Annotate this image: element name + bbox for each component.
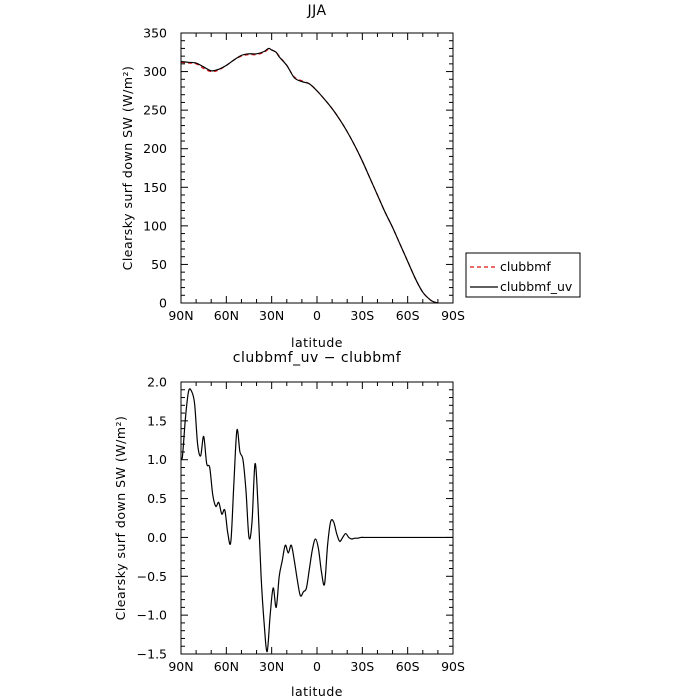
x-tick-label: 30N [259,308,284,323]
x-tick-label: 0 [313,659,321,674]
y-tick-label: −0.5 [137,569,167,584]
x-tick-label: 30N [259,659,284,674]
top-chart-legend: clubbmf clubbmf_uv [465,252,581,298]
top-chart-x-axis-title: latitude [291,335,343,350]
x-tick-label: 60N [214,659,239,674]
y-tick-label: 0 [159,296,167,311]
y-tick-label: 100 [143,218,167,233]
bottom-chart-title: clubbmf_uv − clubbmf [233,350,402,366]
bottom-chart: clubbmf_uv − clubbmf 90N 60N 30N 0 30S 60S 90S… [113,350,465,699]
top-chart-y-ticks: 0 50 100 150 200 250 300 350 [143,26,453,311]
x-tick-label: 90S [441,659,465,674]
y-tick-label: 1.0 [147,452,167,467]
y-tick-label: 250 [143,103,167,118]
top-chart-y-axis-title: Clearsky surf down SW (W/m²) [120,66,135,271]
x-tick-label: 30S [350,308,374,323]
x-tick-label: 90N [168,308,193,323]
series-line [180,388,453,653]
top-chart: JJA 90N 60N 30N 0 30S 60S 90S 0 50 100 150 200 250 3… [120,3,581,350]
top-chart-title: JJA [306,3,326,19]
y-tick-label: −1.5 [137,647,167,662]
y-tick-label: 300 [143,64,167,79]
x-tick-label: 0 [313,308,321,323]
x-tick-label: 60S [396,308,420,323]
legend-label-clubbmf-uv: clubbmf_uv [500,279,573,294]
x-tick-label: 60S [396,659,420,674]
x-tick-label: 90S [441,308,465,323]
series-line-clubbmf-uv [180,47,439,304]
bottom-chart-x-axis-title: latitude [291,684,343,699]
series-line-clubbmf [180,48,439,304]
y-tick-label: 50 [151,257,167,272]
top-chart-series [180,47,439,304]
y-tick-label: −1.0 [137,608,167,623]
x-tick-label: 30S [350,659,374,674]
y-tick-label: 200 [143,141,167,156]
bottom-chart-series [180,388,453,653]
y-tick-label: 150 [143,180,167,195]
y-tick-label: 350 [143,26,167,41]
legend-box [465,252,581,298]
bottom-chart-x-ticks: 90N 60N 30N 0 30S 60S 90S [168,382,465,674]
top-chart-x-ticks: 90N 60N 30N 0 30S 60S 90S [168,33,465,323]
top-chart-frame [180,32,454,304]
bottom-chart-frame [180,381,454,655]
y-tick-label: 2.0 [147,375,167,390]
x-tick-label: 60N [214,308,239,323]
y-tick-label: 1.5 [147,413,167,428]
legend-label-clubbmf: clubbmf [500,259,551,274]
bottom-chart-y-axis-title: Clearsky surf down SW (W/m²) [113,416,128,621]
y-tick-label: 0.5 [147,491,167,506]
y-tick-label: 0.0 [147,530,167,545]
bottom-chart-y-ticks: 2.0 1.5 1.0 0.5 0.0 −0.5 −1.0 −1.5 [137,375,453,662]
x-tick-label: 90N [168,659,193,674]
